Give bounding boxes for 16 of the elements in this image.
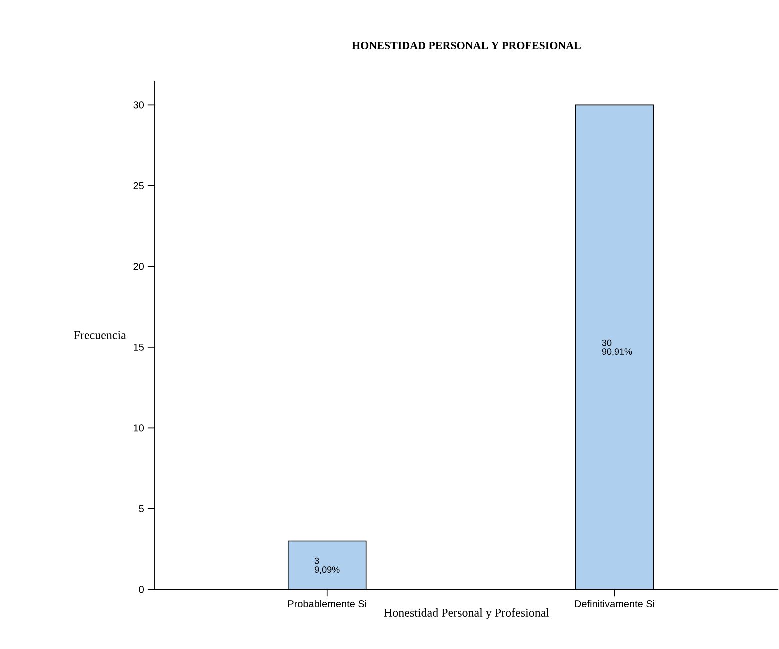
y-tick-label: 25 xyxy=(134,182,144,190)
data-label: 30 xyxy=(602,340,612,346)
y-tick-label: 30 xyxy=(134,102,144,109)
x-tick-label: Probablemente Si xyxy=(288,600,366,608)
annotation: 90,91% xyxy=(602,348,632,356)
y-tick-label: 0 xyxy=(139,586,144,594)
data-label: 3 xyxy=(314,558,320,564)
x-tick-label: Definitivamente Si xyxy=(575,600,654,608)
y-tick-label: 10 xyxy=(134,424,144,432)
y-tick-label: 15 xyxy=(134,344,144,352)
chart-title: HONESTIDAD PERSONAL Y PROFESIONAL xyxy=(352,42,581,50)
x-axis-title: Honestidad Personal y Profesional xyxy=(384,608,550,620)
y-axis-title: Frecuencia xyxy=(74,331,126,340)
y-tick-label: 20 xyxy=(134,263,144,270)
y-tick-label: 5 xyxy=(139,506,144,513)
annotation: 9,09% xyxy=(315,566,340,574)
